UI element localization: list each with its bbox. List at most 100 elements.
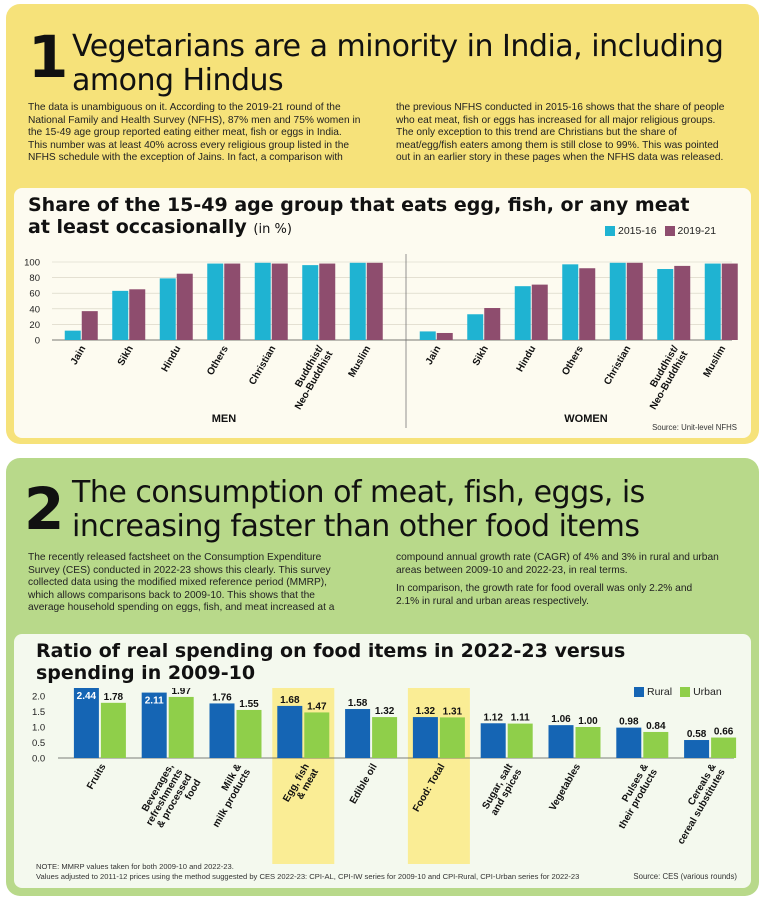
data-label: 1.31 bbox=[443, 706, 463, 717]
data-label: 2.44 bbox=[77, 691, 97, 702]
data-label: 0.84 bbox=[646, 721, 666, 732]
data-label: 2.11 bbox=[145, 696, 164, 707]
data-label: 0.66 bbox=[714, 727, 734, 738]
bar-women-2015-16 bbox=[562, 264, 579, 340]
intro-right-a-line-1: compound annual growth rate (CAGR) of 4%… bbox=[396, 552, 719, 563]
chart-legend: Rural Urban bbox=[626, 686, 722, 698]
x-tick-label-part: Others bbox=[205, 344, 231, 378]
legend-label: 2015-16 bbox=[618, 225, 657, 237]
headline-line-2: increasing faster than other food items bbox=[72, 509, 640, 544]
data-label: 1.55 bbox=[239, 699, 259, 710]
bar-men-2015-16 bbox=[302, 265, 319, 340]
bar-rural bbox=[277, 705, 303, 758]
x-tick-label: Beverages,refreshments& processedfood bbox=[135, 762, 204, 839]
legend-swatch bbox=[605, 226, 615, 236]
x-tick-label: Sikh bbox=[116, 344, 136, 368]
section-number: 2 bbox=[24, 475, 65, 543]
chart-source: Source: Unit-level NFHS bbox=[652, 423, 737, 432]
nfhs-bar-chart: 0 20 40 60 80 100 Jain Sikh Hindu Others Christian… bbox=[24, 254, 738, 428]
y-tick-label: 60 bbox=[29, 289, 40, 300]
x-tick-label: Vegetables bbox=[547, 762, 583, 813]
section-number: 1 bbox=[28, 23, 69, 91]
intro-right-b-line-2: 2.1% in rural and urban areas respective… bbox=[396, 595, 589, 607]
intro-left-line-2: National Family and Health Survey (NFHS)… bbox=[28, 114, 361, 126]
bar-rural bbox=[209, 703, 235, 758]
x-tick-label: Pulses &their products bbox=[608, 762, 660, 831]
data-label: 1.97 bbox=[171, 688, 191, 697]
intro-paragraph-right: the previous NFHS conducted in 2015-16 s… bbox=[396, 102, 751, 165]
x-tick-label: Muslim bbox=[702, 344, 729, 379]
data-label: 1.58 bbox=[348, 698, 368, 709]
x-tick-label: Muslim bbox=[347, 344, 374, 379]
legend-item-rural: Rural bbox=[634, 686, 672, 698]
legend-swatch bbox=[634, 687, 644, 697]
legend-swatch bbox=[664, 226, 675, 236]
x-tick-label: Cereals &cereal substitutes bbox=[667, 762, 728, 847]
headline-line-1: The consumption of meat, fish, eggs, is bbox=[72, 475, 645, 510]
bar-men-2015-16 bbox=[254, 262, 271, 340]
bar-women-2015-16 bbox=[514, 286, 531, 340]
x-tick-label: Others bbox=[560, 344, 586, 378]
data-label: 0.98 bbox=[619, 717, 639, 728]
x-tick-label: Christian bbox=[602, 344, 633, 387]
x-tick-label: Others bbox=[205, 344, 231, 378]
panel-label: MEN bbox=[212, 413, 237, 425]
bar-women-2019-21 bbox=[626, 262, 643, 340]
y-tick-label: 1.5 bbox=[32, 707, 45, 718]
x-tick-label: Sikh bbox=[471, 344, 491, 368]
intro-left-line-1: The data is unambiguous on it. According… bbox=[28, 102, 341, 113]
bar-men-2019-21 bbox=[271, 263, 288, 340]
bar-men-2015-16 bbox=[64, 330, 81, 340]
bar-rural bbox=[616, 727, 642, 758]
chart-source: Source: CES (various rounds) bbox=[633, 872, 737, 881]
x-tick-label: Sugar, saltand spices bbox=[480, 761, 525, 817]
data-label: 1.12 bbox=[483, 712, 503, 723]
section-consumption: 2 The consumption of meat, fish, eggs, i… bbox=[6, 458, 759, 896]
intro-left-line-4: which allows comparisons back to 2009-10… bbox=[28, 589, 315, 601]
bar-men-2015-16 bbox=[207, 263, 224, 340]
legend-label: Rural bbox=[647, 686, 673, 698]
bar-men-2015-16 bbox=[112, 290, 129, 340]
bar-urban bbox=[372, 717, 398, 758]
bar-women-2015-16 bbox=[657, 269, 674, 340]
x-tick-label: Buddhist/Neo-Buddhist bbox=[639, 343, 691, 411]
bar-urban bbox=[507, 723, 533, 758]
intro-right-b-line-1: In comparison, the growth rate for food … bbox=[396, 583, 693, 595]
legend-label: Urban bbox=[693, 686, 722, 698]
bar-men-2015-16 bbox=[159, 278, 176, 340]
x-tick-label: Christian bbox=[247, 344, 278, 387]
intro-left-line-5: NFHS schedule with the exception of Jain… bbox=[28, 152, 343, 164]
x-tick-label-part: Sikh bbox=[116, 344, 136, 368]
bar-women-2015-16 bbox=[467, 314, 484, 340]
bar-women-2019-21 bbox=[436, 332, 453, 340]
bar-urban bbox=[439, 717, 465, 758]
y-tick-label: 0.5 bbox=[32, 738, 45, 749]
chart-title-line-1: Share of the 15-49 age group that eats e… bbox=[28, 194, 690, 216]
bar-men-2019-21 bbox=[319, 263, 336, 340]
bar-women-2019-21 bbox=[674, 265, 691, 340]
x-tick-label-part: Muslim bbox=[347, 344, 374, 379]
y-tick-label: 0.0 bbox=[32, 754, 45, 765]
x-tick-label-part: Fruits bbox=[85, 762, 109, 792]
legend-item-2019-21: 2019-21 bbox=[664, 225, 716, 237]
intro-right-line-3: The only exception to this trend are Chr… bbox=[396, 127, 677, 139]
bar-rural bbox=[345, 709, 371, 758]
headline-line-1: Vegetarians are a minority in India, inc… bbox=[72, 29, 724, 64]
x-tick-label: Edible oil bbox=[348, 762, 380, 806]
x-tick-label: Jain bbox=[424, 344, 444, 367]
x-tick-label-part: Vegetables bbox=[547, 762, 583, 813]
x-tick-label-part: Christian bbox=[602, 344, 633, 387]
y-tick-label: 20 bbox=[29, 320, 40, 331]
y-tick-label: 80 bbox=[29, 273, 40, 284]
bar-urban bbox=[643, 731, 669, 758]
data-label: 1.47 bbox=[307, 701, 327, 712]
y-tick-label: 2.0 bbox=[32, 692, 45, 703]
bar-urban bbox=[711, 737, 737, 758]
x-tick-label-part: Jain bbox=[69, 344, 89, 367]
data-label: 1.32 bbox=[375, 706, 395, 717]
x-tick-label-part: Hindu bbox=[515, 344, 539, 374]
x-tick-label-part: Hindu bbox=[160, 344, 184, 374]
x-tick-label-part: Sikh bbox=[471, 344, 491, 368]
bar-women-2019-21 bbox=[579, 268, 596, 340]
bar-women-2015-16 bbox=[419, 331, 436, 340]
